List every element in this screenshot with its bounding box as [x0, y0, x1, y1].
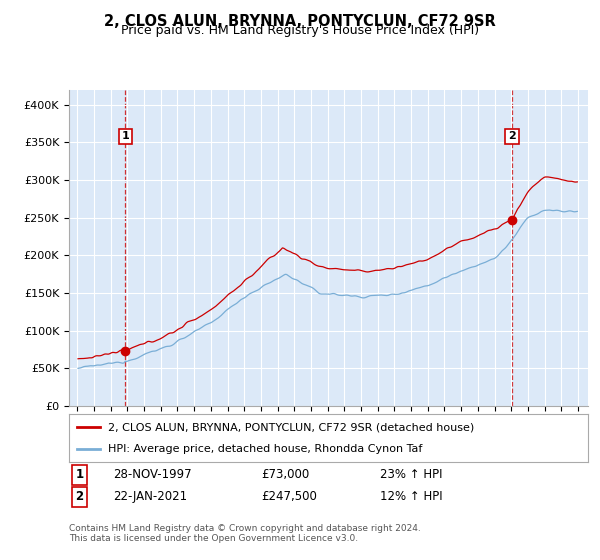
Text: £73,000: £73,000: [261, 468, 309, 482]
Text: Contains HM Land Registry data © Crown copyright and database right 2024.: Contains HM Land Registry data © Crown c…: [69, 524, 421, 533]
Text: 1: 1: [121, 131, 129, 141]
Text: Price paid vs. HM Land Registry's House Price Index (HPI): Price paid vs. HM Land Registry's House …: [121, 24, 479, 37]
Text: 2: 2: [76, 490, 83, 503]
Text: 2: 2: [508, 131, 516, 141]
Text: 28-NOV-1997: 28-NOV-1997: [113, 468, 192, 482]
Text: £247,500: £247,500: [261, 490, 317, 503]
Text: 2, CLOS ALUN, BRYNNA, PONTYCLUN, CF72 9SR: 2, CLOS ALUN, BRYNNA, PONTYCLUN, CF72 9S…: [104, 14, 496, 29]
Text: 23% ↑ HPI: 23% ↑ HPI: [380, 468, 443, 482]
Text: 2, CLOS ALUN, BRYNNA, PONTYCLUN, CF72 9SR (detached house): 2, CLOS ALUN, BRYNNA, PONTYCLUN, CF72 9S…: [108, 422, 474, 432]
Text: 12% ↑ HPI: 12% ↑ HPI: [380, 490, 443, 503]
Text: HPI: Average price, detached house, Rhondda Cynon Taf: HPI: Average price, detached house, Rhon…: [108, 444, 422, 454]
Text: 1: 1: [76, 468, 83, 482]
Text: This data is licensed under the Open Government Licence v3.0.: This data is licensed under the Open Gov…: [69, 534, 358, 543]
Text: 22-JAN-2021: 22-JAN-2021: [113, 490, 187, 503]
